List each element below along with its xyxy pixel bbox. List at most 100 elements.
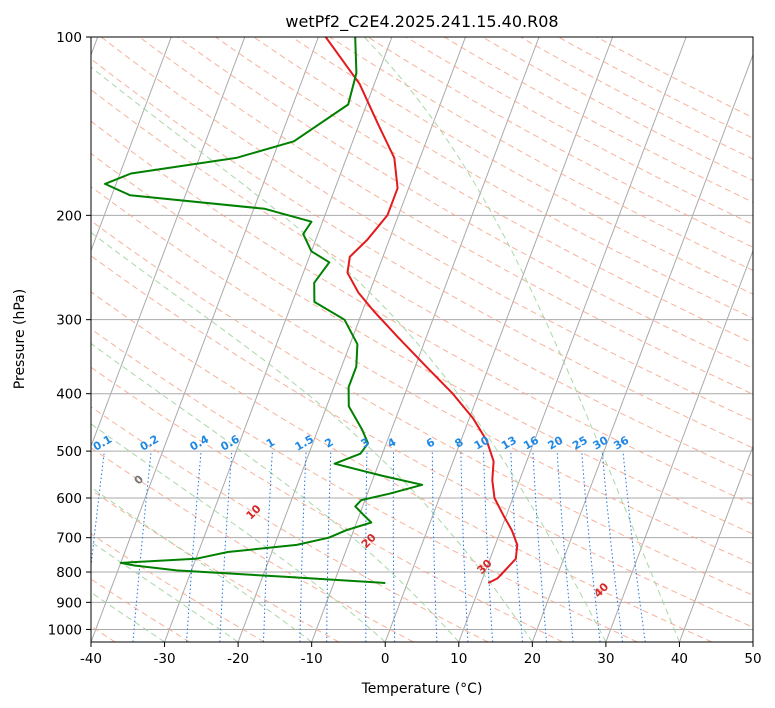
line-label-layer: 0.10.20.40.611.52346810131620253036-100-… [91,432,631,600]
dry-adiabat-line [91,328,638,642]
moist-adiabat-line [91,541,239,642]
mixing-ratio-label: 4 [385,435,398,450]
mixing-ratio-label: 1.5 [293,433,316,454]
y-tick-label: 700 [56,531,82,547]
chart-title: wetPf2_C2E4.2025.241.15.40.R08 [285,12,558,32]
dry-adiabat-line [596,37,753,119]
mixing-ratio-line [601,451,624,642]
mixing-ratio-label: 8 [453,436,466,451]
y-axis-label: Pressure (hPa) [12,289,28,389]
dry-adiabat-line [100,37,753,422]
dry-adiabat-line [291,37,753,295]
mixing-ratio-label: 0.4 [188,432,212,453]
temperature-profile-line [324,37,519,584]
mixing-ratio-line [483,451,494,642]
dry-adiabat-line [91,578,190,642]
mixing-ratio-label: 25 [570,434,590,453]
mixing-ratio-line [581,451,601,642]
moist-adiabat-line [91,231,533,642]
x-tick-label: -20 [227,651,249,667]
y-tick-label: 900 [56,595,82,611]
dry-adiabat-line [177,37,753,369]
mixing-ratio-label: 6 [424,435,437,450]
dry-adiabat-line [558,37,753,139]
mixing-ratio-line [532,451,548,642]
mixing-ratio-line [186,451,202,642]
isotherm-line [384,37,614,642]
series-layer [104,37,519,584]
plot-frame [90,36,754,643]
dry-adiabat-line [91,186,753,565]
isotherm-line [91,37,246,448]
isotherm-line [311,37,540,642]
y-tick-label: 400 [56,387,82,403]
mixing-ratio-label: 2 [323,436,336,451]
isotherm-line [164,37,393,642]
x-tick-label: 10 [450,651,467,667]
dry-adiabat-line [139,37,753,395]
dry-adiabat-line [91,152,753,535]
isotherm-line [91,37,319,642]
x-axis-label: Temperature (°C) [361,681,483,697]
dry-adiabat-line [91,255,753,628]
y-tick-label: 500 [56,444,82,460]
y-tick-label: 800 [56,565,82,581]
mixing-ratio-label: 0.6 [218,432,242,453]
x-tick-label: 40 [671,651,688,667]
x-tick-label: 30 [597,651,614,667]
moist-adiabat-line [91,486,312,642]
dry-adiabat-line [91,89,753,477]
moist-adiabat-line [91,423,386,642]
isotherm-line [752,640,753,642]
mixing-ratio-label: 30 [591,433,611,452]
mixing-ratio-line [392,451,396,642]
dry-adiabat-label: 10 [244,502,264,522]
y-tick-label: 600 [56,491,82,507]
isotherm-line [458,37,687,642]
x-tick-label: 50 [744,651,761,667]
mixing-ratio-label: 20 [545,433,565,452]
dry-adiabat-line [91,120,753,506]
x-tick-label: 0 [381,651,390,667]
isotherm-line [531,53,753,642]
dewpoint-profile-line [104,37,424,584]
mixing-ratio-label: 16 [521,433,541,452]
dry-adiabat-label: 20 [359,531,379,551]
mixing-ratio-line [299,451,307,642]
x-tick-label: -40 [80,651,102,667]
mixing-ratio-line [326,451,332,642]
x-tick-label: -30 [154,651,176,667]
moist-adiabat-line [91,591,165,642]
dry-adiabat-line [329,37,753,271]
mixing-ratio-line [460,451,469,642]
isotherm-line [91,37,172,252]
dry-adiabat-line [91,533,265,642]
dry-adiabat-line [91,58,753,449]
mixing-ratio-label: 1 [264,436,277,451]
mixing-ratio-line [556,451,574,642]
dry-adiabat-line [91,447,414,642]
mixing-ratio-label: 36 [611,433,631,452]
dry-adiabat-line [215,37,753,344]
y-tick-label: 100 [56,30,82,46]
y-tick-label: 300 [56,313,82,329]
dry-adiabat-label: 0 [132,472,147,487]
x-tick-label: -10 [301,651,323,667]
dry-adiabat-line [91,291,713,642]
axis-layer: -40 -30 -20 -10 0 10 20 30 40 5010020030040050060… [48,30,762,667]
dry-adiabat-line [253,37,753,319]
dry-adiabat-line [91,220,753,596]
isotherm-line [605,249,753,642]
grid-layer [91,37,753,642]
mixing-ratio-line [91,451,105,571]
x-tick-label: 20 [524,651,541,667]
mixing-ratio-label: 0.2 [138,433,161,454]
mixing-ratio-line [622,451,646,642]
dry-adiabat-label: 40 [591,580,611,600]
moist-adiabat-line [363,37,680,642]
y-tick-label: 200 [56,208,82,224]
isotherm-line [237,37,466,642]
dry-adiabat-label: 30 [475,557,495,577]
